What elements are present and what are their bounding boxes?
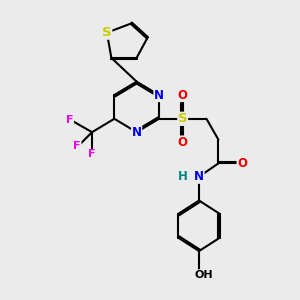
Text: O: O <box>178 88 188 101</box>
Text: F: F <box>88 149 96 160</box>
Text: N: N <box>132 126 142 139</box>
Text: F: F <box>74 140 81 151</box>
Text: F: F <box>66 115 74 125</box>
Text: N: N <box>194 170 204 183</box>
Text: O: O <box>237 157 247 170</box>
Text: H: H <box>178 170 188 183</box>
Text: S: S <box>178 112 188 125</box>
Text: N: N <box>154 88 164 101</box>
Text: OH: OH <box>194 270 213 280</box>
Text: S: S <box>102 26 112 39</box>
Text: O: O <box>178 136 188 149</box>
